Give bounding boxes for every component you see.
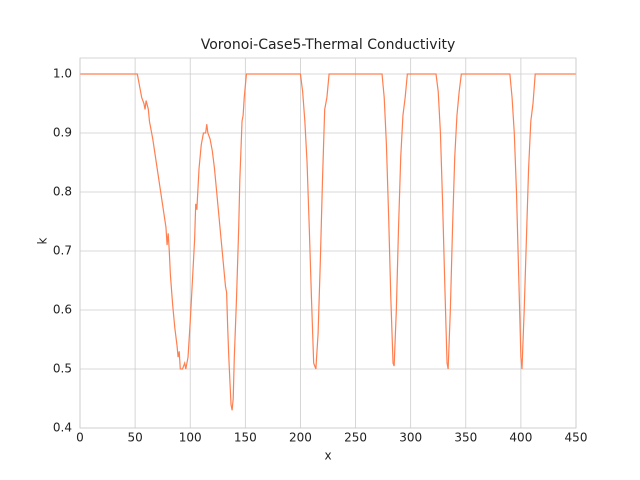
x-tick-label: 300 [399, 431, 422, 445]
y-tick-label: 0.7 [53, 244, 72, 258]
y-tick-label: 0.4 [53, 421, 72, 435]
y-tick-label: 0.6 [53, 303, 72, 317]
plot-frame [79, 57, 577, 429]
x-tick-label: 0 [76, 431, 84, 445]
x-tick-label: 100 [179, 431, 202, 445]
x-tick-label: 250 [344, 431, 367, 445]
x-axis-label: x [324, 449, 331, 463]
grid [79, 58, 577, 429]
y-axis-label: k [36, 237, 50, 244]
x-tick-label: 350 [454, 431, 477, 445]
y-tick-label: 0.5 [53, 362, 72, 376]
y-tick-label: 0.9 [53, 126, 72, 140]
plot [80, 73, 576, 411]
x-tick-label: 150 [234, 431, 257, 445]
x-tick-label: 450 [565, 431, 588, 445]
x-tick-label: 200 [289, 431, 312, 445]
data-line [80, 73, 576, 411]
x-tick-label: 50 [127, 431, 142, 445]
x-tick-label: 400 [509, 431, 532, 445]
y-tick-label: 1.0 [53, 67, 72, 81]
y-tick-label: 0.8 [53, 185, 72, 199]
chart-title: Voronoi-Case5-Thermal Conductivity [201, 37, 456, 53]
